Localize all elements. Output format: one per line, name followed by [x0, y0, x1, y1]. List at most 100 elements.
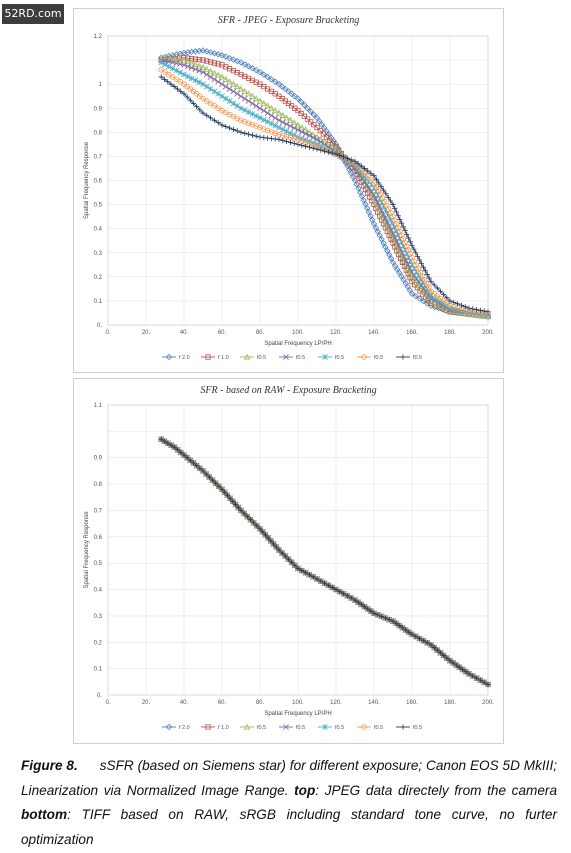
data-point	[196, 79, 203, 86]
data-point	[251, 520, 257, 526]
data-point	[378, 207, 385, 214]
data-point	[420, 638, 426, 644]
data-point	[418, 260, 425, 267]
data-point	[424, 640, 430, 646]
data-point	[411, 246, 417, 252]
data-point	[211, 76, 218, 83]
data-point	[365, 606, 371, 612]
data-point	[226, 78, 233, 85]
data-point	[325, 149, 331, 155]
data-point	[329, 584, 335, 591]
data-point	[408, 290, 416, 297]
legend-label: f0.5	[335, 355, 344, 361]
x-tick-label: 200.	[482, 330, 494, 336]
data-point	[199, 47, 207, 54]
legend-marker	[283, 354, 289, 360]
legend-label: f0.5	[257, 355, 266, 361]
data-point	[307, 108, 314, 115]
data-point	[158, 436, 164, 442]
data-point	[262, 532, 269, 538]
data-point	[386, 617, 392, 623]
y-tick-label: 0.3	[94, 614, 103, 620]
data-point	[291, 140, 297, 147]
data-point	[241, 61, 248, 68]
data-point	[215, 61, 221, 67]
data-point	[253, 123, 259, 129]
data-point	[441, 652, 447, 659]
data-point	[404, 231, 410, 237]
data-point	[264, 127, 271, 134]
data-point	[385, 194, 391, 200]
legend-marker	[205, 724, 211, 730]
data-point	[219, 81, 225, 88]
data-point	[283, 128, 290, 135]
data-point	[260, 107, 267, 114]
data-point	[341, 591, 347, 597]
legend-marker	[165, 353, 173, 361]
data-point	[245, 109, 252, 115]
y-tick-label: 0.4	[94, 588, 103, 594]
data-point	[249, 100, 256, 107]
data-point	[268, 538, 274, 544]
data-point	[249, 111, 256, 117]
data-point	[355, 161, 361, 167]
data-point	[390, 230, 396, 237]
data-point	[252, 95, 260, 102]
data-point	[264, 110, 271, 116]
series-x	[158, 57, 491, 319]
data-point	[194, 104, 200, 110]
data-point	[426, 275, 432, 281]
chart-svg-jpeg: 0. 20. 40. 60. 80. 100. 120. 140. 160. 180. 200.0.…	[84, 34, 494, 361]
data-point	[310, 111, 317, 118]
data-point	[207, 100, 214, 107]
y-tick-label: 0.4	[94, 227, 103, 233]
data-point	[417, 257, 423, 263]
legend-marker	[400, 354, 406, 360]
x-tick-label: 80.	[256, 330, 265, 336]
data-point	[268, 135, 274, 142]
data-point	[171, 83, 177, 90]
data-point	[256, 97, 264, 104]
x-tick-label: 20.	[142, 330, 151, 336]
data-point	[355, 599, 361, 605]
data-point	[264, 118, 271, 125]
chart-panel-raw: SFR - based on RAW - Exposure Bracketing…	[73, 378, 504, 744]
data-point	[396, 622, 402, 629]
data-point	[218, 73, 226, 80]
data-point	[260, 529, 266, 535]
data-point	[276, 136, 282, 143]
chart-panel-jpeg: SFR - JPEG - Exposure Bracketing 0. 20. 40…	[73, 8, 504, 373]
data-point	[368, 170, 374, 176]
data-point	[211, 69, 218, 76]
data-point	[215, 105, 221, 111]
data-point	[413, 633, 419, 640]
data-point	[257, 115, 263, 121]
data-point	[283, 121, 290, 128]
data-point	[412, 292, 419, 300]
data-point	[406, 629, 412, 635]
chart-svg-raw: 0. 20. 40. 60. 80. 100. 120. 140. 160. 180. 200.0.…	[84, 403, 494, 731]
data-point	[184, 63, 191, 70]
data-point	[322, 580, 328, 586]
data-point	[218, 52, 226, 59]
data-point	[407, 239, 413, 245]
data-point	[456, 664, 463, 670]
data-point	[158, 74, 164, 80]
data-point	[203, 48, 210, 55]
data-point	[268, 129, 275, 135]
x-tick-label: 40.	[180, 700, 189, 706]
data-point	[253, 113, 260, 119]
data-point	[199, 63, 207, 70]
data-point	[260, 71, 267, 78]
data-point	[184, 94, 190, 100]
x-tick-label: 140.	[368, 330, 380, 336]
legend-label: f 2.0	[179, 355, 190, 361]
y-tick-label: 0.3	[94, 251, 103, 257]
data-point	[265, 135, 271, 141]
data-point	[275, 81, 283, 88]
data-point	[284, 138, 290, 145]
data-point	[245, 90, 252, 97]
data-point	[235, 504, 241, 511]
chart-title: SFR - based on RAW - Exposure Bracketing	[200, 385, 377, 396]
data-point	[455, 301, 461, 307]
